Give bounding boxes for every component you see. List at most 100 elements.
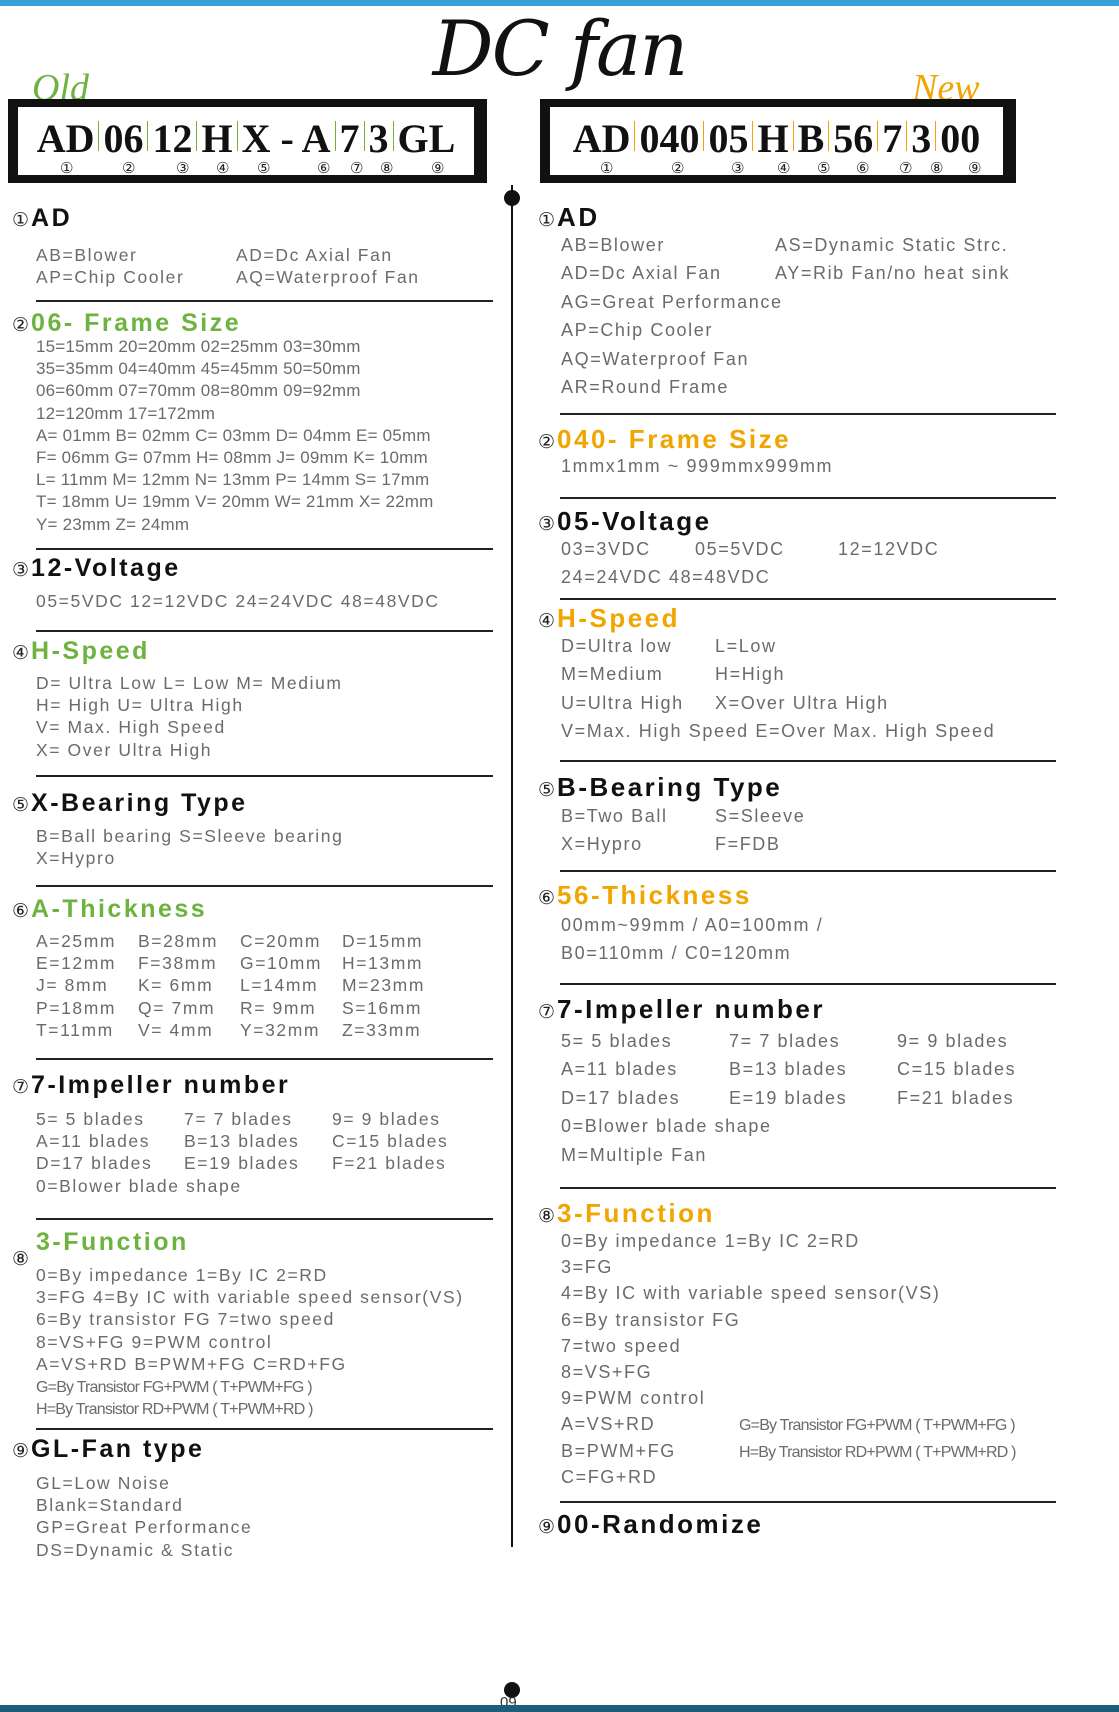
old-spec-value: 12=120mm 17=172mm [36, 403, 216, 423]
new-spec-value: 12=12VDC [838, 539, 940, 559]
old-spec-value: G=By Transistor FG+PWM ( T+PWM+FG ) [36, 1379, 313, 1396]
new-spec-value: 03=3VDC [561, 539, 651, 559]
old-spec-row: AP=Chip Cooler AQ=Waterproof Fan [36, 267, 420, 287]
new-spec-value: 8=VS+FG [561, 1362, 653, 1382]
code-separator [196, 121, 198, 151]
new-spec-value: AG=Great Performance [561, 291, 783, 312]
new-spec-value: A=VS+RD [561, 1414, 656, 1435]
new-section-divider [560, 983, 1056, 985]
new-code-part: 56 [833, 116, 874, 161]
new-spec-row: 8=VS+FG [561, 1362, 652, 1383]
old-spec-row: A=VS+RD B=PWM+FG C=RD+FG [36, 1354, 347, 1374]
old-spec-value: AP=Chip Cooler [36, 267, 185, 288]
new-spec-value: AR=Round Frame [561, 377, 729, 397]
new-section-title: AD [557, 202, 600, 232]
position-number: ⑥ [317, 159, 331, 177]
new-section-divider [560, 870, 1056, 872]
old-spec-value: 0=By impedance 1=By IC 2=RD [36, 1265, 328, 1285]
circled-number: ⑥ [538, 887, 556, 909]
circled-number: ③ [12, 559, 30, 581]
new-spec-value: F=21 blades [897, 1087, 1015, 1108]
new-spec-row: AQ=Waterproof Fan [561, 349, 749, 370]
new-spec-value: 5= 5 blades [561, 1031, 673, 1051]
old-spec-row: D= Ultra Low L= Low M= Medium [36, 673, 343, 693]
code-separator [147, 121, 149, 151]
new-spec-row: AP=Chip Cooler [561, 320, 713, 341]
old-spec-row: P=18mm Q= 7mm R= 9mm S=16mm [36, 998, 422, 1018]
old-section-heading: ⑦7-Impeller number [12, 1071, 291, 1100]
new-spec-value: AB=Blower [561, 235, 665, 255]
new-spec-row: 7=two speed [561, 1336, 681, 1357]
new-spec-row: M=Medium H=High [561, 664, 785, 685]
new-spec-row: 0=Blower blade shape [561, 1116, 772, 1137]
circled-number: ③ [538, 513, 556, 535]
new-spec-value: L=Low [715, 636, 777, 656]
old-section-heading: ⑥A-Thickness [12, 895, 207, 924]
new-spec-row: M=Multiple Fan [561, 1145, 707, 1166]
circled-number: ④ [538, 610, 556, 632]
new-spec-value: 05=5VDC [695, 539, 785, 559]
old-code-part: H [201, 116, 233, 161]
new-spec-row: 00mm~99mm / A0=100mm / [561, 915, 823, 936]
new-section-heading: ③05-Voltage [538, 507, 712, 536]
new-spec-value: AY=Rib Fan/no heat sink [775, 263, 1011, 284]
code-separator [792, 121, 794, 151]
circled-number: ① [12, 209, 30, 231]
new-spec-value: 6=By transistor FG [561, 1309, 741, 1330]
old-spec-value: E=12mm [36, 953, 117, 974]
new-section-heading: ②040- Frame Size [538, 425, 791, 454]
new-spec-row: AB=Blower AS=Dynamic Static Strc. [561, 235, 1008, 256]
new-code-part: 040 [639, 116, 700, 161]
new-spec-value: B=PWM+FG [561, 1440, 676, 1461]
old-section-divider [36, 1428, 493, 1430]
old-spec-value: M=23mm [342, 975, 426, 996]
old-spec-row: A= 01mm B= 02mm C= 03mm D= 04mm E= 05mm [36, 426, 431, 446]
old-spec-row: X=Hypro [36, 848, 116, 868]
position-number: ⑨ [431, 159, 445, 177]
old-section-heading: ⑨GL-Fan type [12, 1435, 204, 1464]
old-spec-value: B=13 blades [184, 1131, 300, 1152]
divider-dot-bottom [504, 1682, 520, 1698]
circled-number: ② [12, 314, 30, 336]
old-spec-value: B=Ball bearing S=Sleeve bearing [36, 826, 344, 846]
old-spec-value: DS=Dynamic & Static [36, 1539, 235, 1560]
old-spec-value: 8=VS+FG 9=PWM control [36, 1331, 273, 1352]
new-spec-value: M=Medium [561, 664, 664, 685]
new-code-box: AD 040 05 H B 56 7 3 00 ① ② ③ ④ ⑤ ⑥ ⑦ ⑧ ⑨ [540, 99, 1016, 183]
new-spec-value: 4=By IC with variable speed sensor(VS) [561, 1283, 941, 1304]
old-spec-value: Q= 7mm [138, 997, 216, 1018]
new-spec-row: D=Ultra low L=Low [561, 636, 777, 657]
new-section-heading: ⑨00-Randomize [538, 1510, 763, 1539]
code-separator [828, 121, 830, 151]
old-spec-row: D=17 blades E=19 blades F=21 blades [36, 1153, 446, 1173]
old-section-title: 7-Impeller number [31, 1071, 291, 1099]
old-section-heading: ④H-Speed [12, 637, 150, 666]
old-spec-row: GL=Low Noise [36, 1473, 170, 1493]
old-code-part: X - A [241, 116, 331, 161]
old-spec-value: D= Ultra Low L= Low M= Medium [36, 673, 343, 693]
old-spec-row: Blank=Standard [36, 1495, 183, 1515]
old-spec-value: Y= 23mm Z= 24mm [36, 514, 190, 534]
new-spec-value: G=By Transistor FG+PWM ( T+PWM+FG ) [739, 1417, 1016, 1435]
code-separator [752, 121, 754, 151]
position-number: ③ [176, 159, 190, 177]
old-spec-value: D=15mm [342, 931, 424, 951]
old-spec-value: A=VS+RD B=PWM+FG C=RD+FG [36, 1353, 347, 1374]
old-spec-value: Y=32mm [240, 1019, 321, 1040]
new-spec-row: V=Max. High Speed E=Over Max. High Speed [561, 721, 995, 742]
old-spec-value: C=15 blades [332, 1131, 449, 1152]
divider-dot-top [504, 190, 520, 206]
old-section-title: 12-Voltage [31, 554, 181, 582]
new-spec-value: F=FDB [715, 834, 781, 855]
old-spec-value: A=11 blades [36, 1131, 151, 1152]
old-spec-value: 15=15mm 20=20mm 02=25mm 03=30mm [36, 337, 361, 356]
new-spec-value: C=15 blades [897, 1059, 1017, 1080]
old-code-part: GL [397, 116, 456, 161]
old-spec-value: 3=FG 4=By IC with variable speed sensor(… [36, 1287, 464, 1308]
new-section-title: 7-Impeller number [557, 994, 825, 1024]
new-section-heading: ⑦7-Impeller number [538, 995, 825, 1024]
old-spec-row: GP=Great Performance [36, 1517, 252, 1537]
position-number: ④ [216, 159, 230, 177]
new-spec-value: B=Two Ball [561, 806, 668, 826]
new-spec-value: D=17 blades [561, 1087, 681, 1108]
